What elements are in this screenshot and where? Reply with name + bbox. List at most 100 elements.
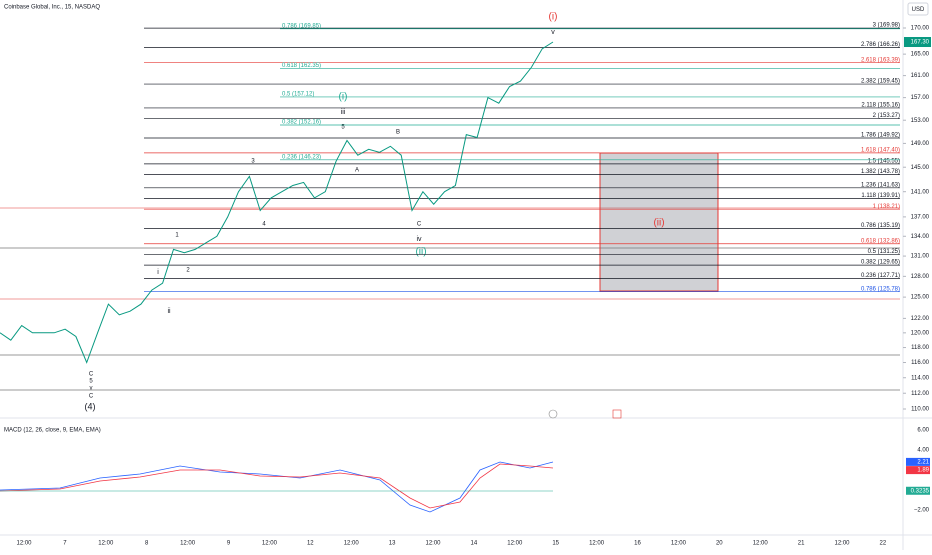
price-line bbox=[0, 41, 554, 364]
price-tick-label: 125.00 bbox=[911, 295, 930, 301]
fib-label: 1.618 (147.40) bbox=[861, 147, 900, 153]
time-tick-label: 12:00 bbox=[589, 541, 605, 547]
wave-label: C bbox=[89, 372, 94, 378]
time-tick-label: 20 bbox=[716, 541, 723, 547]
wave-label: v bbox=[551, 29, 555, 36]
currency-box[interactable] bbox=[907, 2, 929, 16]
macd-title: MACD (12, 26, close, 9, EMA, EMA) bbox=[4, 428, 101, 434]
price-tick-label: 131.00 bbox=[911, 254, 930, 260]
last-price: 167.30 bbox=[911, 40, 930, 46]
fib-label: 0.236 (127.71) bbox=[861, 273, 900, 279]
wave-label: C bbox=[89, 394, 94, 400]
wave-label: 5 bbox=[341, 125, 345, 131]
macd-badge bbox=[906, 466, 930, 475]
wave-label: 1 bbox=[175, 233, 179, 239]
macd-badge-label: 2.21 bbox=[917, 459, 929, 465]
price-tick-label: 161.00 bbox=[911, 73, 930, 79]
fib-label: 1.382 (143.78) bbox=[861, 169, 900, 175]
time-tick-label: 13 bbox=[389, 541, 396, 547]
wave-label: 3 bbox=[251, 159, 255, 165]
time-tick-label: 12:00 bbox=[344, 541, 360, 547]
fib-label: 2.618 (163.39) bbox=[861, 57, 900, 63]
wave-label: (4) bbox=[85, 401, 96, 411]
price-tick-label: 134.00 bbox=[911, 234, 930, 240]
fib-label: 2.118 (155.16) bbox=[861, 103, 900, 109]
price-tick-label: 128.00 bbox=[911, 274, 930, 280]
wave-label: 5 bbox=[89, 379, 93, 385]
price-tick-label: 153.00 bbox=[911, 118, 930, 124]
wave-label: (i) bbox=[549, 12, 558, 23]
price-tick-label: 122.00 bbox=[911, 316, 930, 322]
time-tick-label: 12 bbox=[307, 541, 314, 547]
wave-label: v bbox=[90, 386, 93, 392]
time-tick-label: 22 bbox=[880, 541, 887, 547]
wave-label: C bbox=[417, 222, 422, 228]
currency[interactable]: USD bbox=[912, 7, 925, 13]
time-tick-label: 12:00 bbox=[98, 541, 114, 547]
time-tick-label: 9 bbox=[227, 541, 231, 547]
macd-badge-label: 1.89 bbox=[917, 468, 929, 474]
macd-tick-label: −2.00 bbox=[914, 508, 930, 514]
fib-label: 0.382 (152.16) bbox=[282, 120, 321, 126]
fib-label: 0.236 (146.23) bbox=[282, 154, 321, 160]
last-price-badge bbox=[904, 37, 931, 48]
price-tick-label: 157.00 bbox=[911, 95, 930, 101]
fib-label: 2.786 (166.26) bbox=[861, 42, 900, 48]
time-tick-label: 12:00 bbox=[16, 541, 32, 547]
fib-label: 0.618 (162.35) bbox=[282, 63, 321, 69]
macd-tick-label: 4.00 bbox=[917, 448, 929, 454]
price-tick-label: 118.00 bbox=[911, 345, 930, 351]
wave-label: 4 bbox=[262, 222, 266, 228]
price-tick-label: 149.00 bbox=[911, 141, 930, 147]
wave-label: iv bbox=[416, 236, 422, 243]
price-tick-label: 110.00 bbox=[911, 407, 930, 413]
macd-badge bbox=[906, 457, 930, 466]
fib-label: 0.618 (132.86) bbox=[861, 238, 900, 244]
wave-label: i bbox=[157, 269, 159, 276]
wave-label: (ii) bbox=[415, 247, 426, 258]
wave-label: ii bbox=[167, 308, 171, 315]
fib-label: 1.5 (145.55) bbox=[868, 158, 900, 164]
price-tick-label: 145.00 bbox=[911, 165, 930, 171]
price-tick-label: 114.00 bbox=[911, 375, 930, 381]
fib-label: 0.382 (129.65) bbox=[861, 260, 900, 266]
time-tick-label: 12:00 bbox=[671, 541, 687, 547]
time-tick-label: 8 bbox=[145, 541, 149, 547]
fib-label: 0.5 (157.12) bbox=[282, 92, 314, 98]
event-icon[interactable] bbox=[548, 409, 558, 419]
time-tick-label: 12:00 bbox=[507, 541, 523, 547]
fib-label: 3 (169.98) bbox=[873, 23, 900, 29]
price-tick-label: 116.00 bbox=[911, 360, 930, 366]
macd-line bbox=[0, 461, 554, 513]
wave-label: 2 bbox=[186, 268, 190, 274]
macd-badge bbox=[906, 486, 930, 495]
symbol-title: Coinbase Global, Inc., 15, NASDAQ bbox=[4, 5, 100, 11]
fib-label: 0.786 (169.85) bbox=[282, 23, 321, 29]
time-tick-label: 12:00 bbox=[753, 541, 769, 547]
fib-label: 2 (153.27) bbox=[873, 113, 900, 119]
time-tick-label: 21 bbox=[798, 541, 805, 547]
time-tick-label: 14 bbox=[471, 541, 478, 547]
price-tick-label: 165.00 bbox=[911, 52, 930, 58]
time-tick-label: 12:00 bbox=[425, 541, 441, 547]
price-tick-label: 170.00 bbox=[911, 26, 930, 32]
time-tick-label: 12:00 bbox=[262, 541, 278, 547]
time-tick-label: 7 bbox=[63, 541, 67, 547]
wave-label: B bbox=[396, 130, 400, 136]
price-tick-label: 137.00 bbox=[911, 214, 930, 220]
fib-label: 0.786 (135.19) bbox=[861, 223, 900, 229]
event-icon[interactable] bbox=[612, 409, 622, 419]
time-tick-label: 15 bbox=[552, 541, 559, 547]
time-tick-label: 12:00 bbox=[834, 541, 850, 547]
target-box bbox=[599, 152, 719, 292]
fib-label: 0.5 (131.25) bbox=[868, 249, 900, 255]
price-tick-label: 141.00 bbox=[911, 189, 930, 195]
fib-label: 1 (138.21) bbox=[873, 204, 900, 210]
macd-badge-label: 0.3235 bbox=[911, 488, 930, 494]
wave-label: (ii) bbox=[653, 218, 664, 229]
price-tick-label: 112.00 bbox=[911, 391, 930, 397]
price-tick-label: 120.00 bbox=[911, 330, 930, 336]
wave-label: iii bbox=[341, 109, 346, 116]
